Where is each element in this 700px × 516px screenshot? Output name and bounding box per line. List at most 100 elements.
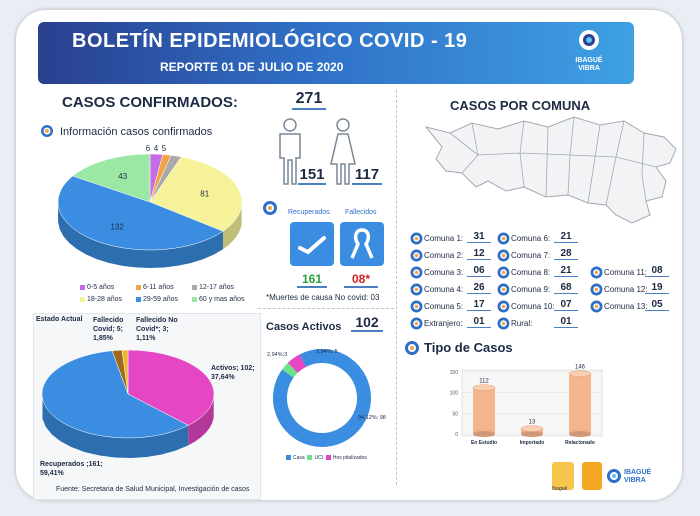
location-pin-icon <box>590 266 603 279</box>
comuna-label: Comuna 7: <box>511 251 551 260</box>
comuna-value: 21 <box>554 231 578 243</box>
comuna-value: 17 <box>467 299 491 311</box>
comuna-value: 01 <box>467 316 491 328</box>
donut-slice-Casa <box>273 349 371 447</box>
location-pin-icon <box>590 283 603 296</box>
bar-top <box>472 384 496 391</box>
legend-entry: 60 y mas años <box>192 294 248 306</box>
location-pin-icon <box>497 317 510 330</box>
pie-slice-Recuperados <box>41 350 189 439</box>
legend-entry: 0-5 años <box>80 282 136 294</box>
pie-slice-60 y mas años <box>72 153 151 203</box>
pie-side-1 <box>42 398 189 458</box>
location-pin-icon <box>497 283 510 296</box>
legend-label: 18-28 años <box>87 296 123 303</box>
pie-value-label: 6 <box>146 144 151 153</box>
y-tick-label: 0 <box>455 432 458 438</box>
tipo-bar-chart: 0 50 100 150 112 En Estudio 13 Importado 146 Rela… <box>450 365 603 446</box>
legend-swatch <box>325 455 331 461</box>
deaths-label: Fallecidos <box>345 209 377 216</box>
location-pin-icon <box>410 249 423 262</box>
y-tick-label: 50 <box>452 411 458 417</box>
comuna-value: 31 <box>467 231 491 243</box>
x-category-label: En Estudio <box>471 440 497 446</box>
logo-text-ibague: IBAGUÉ <box>575 57 603 64</box>
legend-swatch <box>192 296 197 302</box>
recovered-label: Recuperados <box>288 209 330 216</box>
comuna-value: 08 <box>645 265 669 277</box>
footer-logo-ibague: IBAGUÉ <box>624 469 652 476</box>
comuna-value: 07 <box>554 299 578 311</box>
woman-icon <box>330 118 356 185</box>
legend-label: 60 y mas años <box>199 296 245 303</box>
comuna-value: 21 <box>554 265 578 277</box>
age-legend: 0-5 años 6-11 años 12-17 años 18-28 años 29-… <box>80 282 250 306</box>
location-pin-icon <box>497 300 510 313</box>
estado-pie-chart <box>41 349 215 458</box>
activos-legend: Casa UCI Hos pitalizados <box>286 455 367 461</box>
confirmed-info-label: Información casos confirmados <box>60 126 213 138</box>
location-pin-icon <box>497 232 510 245</box>
ribbon-icon <box>340 222 384 266</box>
fallecido-no-covid-label: Fallecido No Covid*; 3; 1,11% <box>136 317 178 342</box>
vertical-divider <box>396 90 397 485</box>
location-pin-icon <box>410 283 423 296</box>
location-pin-icon <box>607 469 621 483</box>
comuna-value: 01 <box>554 316 578 328</box>
legend-swatch <box>307 455 313 461</box>
confirmed-total: 271 <box>292 90 326 110</box>
comuna-value: 06 <box>467 265 491 277</box>
location-pin-icon <box>410 300 423 313</box>
activos-label: Activos; 102; 37,64% <box>211 365 255 381</box>
legend-uci: UCI <box>314 455 324 461</box>
comuna-label: Comuna 5: <box>424 302 464 311</box>
pie-value-label: 43 <box>118 172 127 181</box>
logo-text-vibra: VIBRA <box>578 65 600 72</box>
pie-slice-Activos <box>127 349 215 426</box>
y-tick-label: 150 <box>450 370 459 376</box>
header-banner <box>38 22 634 84</box>
comuna-label: Comuna 3: <box>424 268 464 277</box>
age-legend-items: 0-5 años 6-11 años 12-17 años 18-28 años 29-… <box>80 282 250 306</box>
comuna-label: Comuna 13: <box>604 302 648 311</box>
bar-value-label: 112 <box>479 379 489 385</box>
legend-entry: 12-17 años <box>192 282 248 294</box>
comuna-label: Comuna 6: <box>511 234 551 243</box>
pie-value-label: 4 <box>154 144 159 153</box>
activos-donut-chart <box>273 349 371 447</box>
pie-side-4 <box>58 203 223 268</box>
x-category-label: Relacionado <box>565 440 595 446</box>
comuna-label: Comuna 1: <box>424 234 464 243</box>
deaths-count: 08* <box>344 272 378 288</box>
bar-top <box>568 370 592 377</box>
bar-value-label: 13 <box>529 420 536 426</box>
activos-label-a: 2,94%;3 <box>267 352 288 358</box>
location-pin-icon <box>590 300 603 313</box>
fallecido-covid-label: Fallecido Covid; 5; 1,85% <box>93 317 124 342</box>
legend-swatch <box>80 284 85 290</box>
legend-swatch <box>136 284 141 290</box>
legend-label: 6-11 años <box>143 284 174 291</box>
x-category-label: Importado <box>520 440 544 446</box>
estado-label: Estado Actual <box>36 316 83 323</box>
legend-swatch <box>136 296 141 302</box>
bar-base <box>569 431 591 437</box>
comuna-label: Comuna 12: <box>604 285 648 294</box>
location-pin-icon <box>497 249 510 262</box>
pie-slice-29-59 años <box>57 175 224 251</box>
comuna-value: 19 <box>645 282 669 294</box>
location-pin-icon <box>263 201 277 215</box>
pie-value-label: 81 <box>200 190 209 199</box>
coat-of-arms-logo <box>552 462 574 490</box>
pie-value-label: 5 <box>162 144 167 153</box>
pie-slice-Fallecido No Covid* <box>121 349 129 395</box>
activos-label-c: 94,12%; 98 <box>358 415 386 421</box>
comuna-label: Comuna 4: <box>424 285 464 294</box>
alcaldia-logo <box>582 462 602 490</box>
comuna-label: Extranjero: <box>424 319 463 328</box>
bar-top <box>520 425 544 432</box>
comuna-value: 12 <box>467 248 491 260</box>
y-tick-label: 100 <box>450 391 459 397</box>
comuna-label: Comuna 9: <box>511 285 551 294</box>
pie-slice-18-28 años <box>149 156 243 232</box>
